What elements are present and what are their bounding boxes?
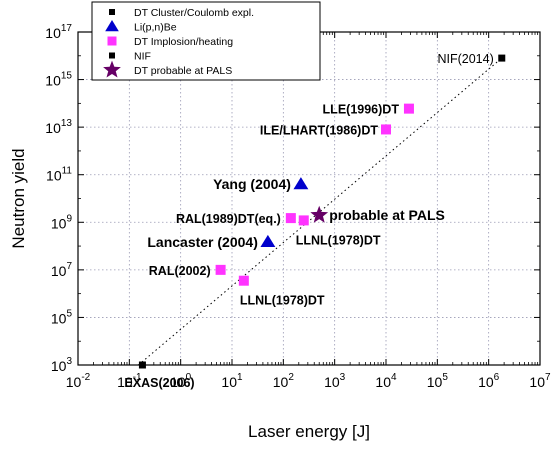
legend-label: DT probable at PALS [134,65,232,77]
annotation-label: NIF(2014) [437,52,493,66]
legend-marker [103,60,121,78]
y-tick-label: 1015 [45,71,72,89]
legend-label: DT Cluster/Coulomb expl. [134,7,254,19]
annotation-label: Lancaster (2004) [147,234,258,250]
data-point-square [215,264,226,275]
annotation-label: probable at PALS [329,207,445,223]
plot-frame [77,31,541,366]
y-tick-label: 1017 [45,23,72,41]
x-tick-label: 10-2 [66,372,91,390]
x-tick-label: 101 [221,372,243,390]
y-tick-label: 109 [51,213,73,231]
annotation-label: RAL(1989)DT(eq.) [176,212,281,226]
data-markers [138,54,506,369]
legend-marker [109,52,115,59]
annotation-label: LLNL(1978)DT [296,233,381,247]
legend-marker [107,36,117,46]
annotation-label: LLE(1996)DT [323,103,400,117]
y-tick-label: 103 [51,356,73,374]
y-tick-label: 107 [51,261,73,279]
grid [77,31,541,366]
legend: DT Cluster/Coulomb expl. Li(p,n)Be DT Impl… [91,1,321,81]
data-point-star [310,205,329,223]
x-tick-label: 104 [375,372,397,390]
data-point-square [298,215,309,226]
y-tick-label: 105 [51,308,73,326]
legend-marker [105,20,119,32]
legend-items: DT Cluster/Coulomb expl. Li(p,n)Be DT Impl… [103,7,254,78]
annotation-label: RAL(2002) [149,264,211,278]
axis-ticks [77,31,541,366]
y-tick-label: 1013 [45,118,72,136]
x-tick-label: 106 [478,372,500,390]
x-tick-label: 105 [427,372,449,390]
data-point-square [238,275,249,286]
annotation-label: Yang (2004) [213,176,291,192]
legend-marker [109,9,115,15]
data-point-square [498,54,506,62]
data-point-triangle [293,177,309,190]
x-tick-label: 103 [324,372,346,390]
x-tick-label: 10-1 [117,372,142,390]
legend-label: Li(p,n)Be [134,22,177,34]
annotation-label: LLNL(1978)DT [240,294,325,308]
annotation-label: EXAS(2006) [124,376,194,390]
x-tick-label: 107 [529,372,551,390]
y-axis-title: Neutron yield [9,148,28,248]
annotation-label: ILE/LHART(1986)DT [260,123,378,137]
data-point-square [381,124,391,135]
legend-label: DT Implosion/heating [134,36,233,48]
data-point-triangle [260,234,276,248]
x-tick-label: 100 [170,372,192,390]
annotations: NIF(2014) LLE(1996)DT ILE/LHART(1986)DT Yan… [124,52,493,390]
trend-line [138,57,503,366]
data-point-square [285,213,296,224]
x-tick-label: 102 [273,372,295,390]
tick-labels: 10-2 10-1 100 101 102 103 104 105 106 107 103 105 10… [45,23,551,390]
legend-label: NIF [134,51,151,63]
y-tick-label: 1011 [46,166,72,184]
data-point-square [138,361,146,369]
data-point-square [403,103,414,114]
x-axis-title: Laser energy [J] [248,422,370,441]
legend-box [91,1,321,81]
